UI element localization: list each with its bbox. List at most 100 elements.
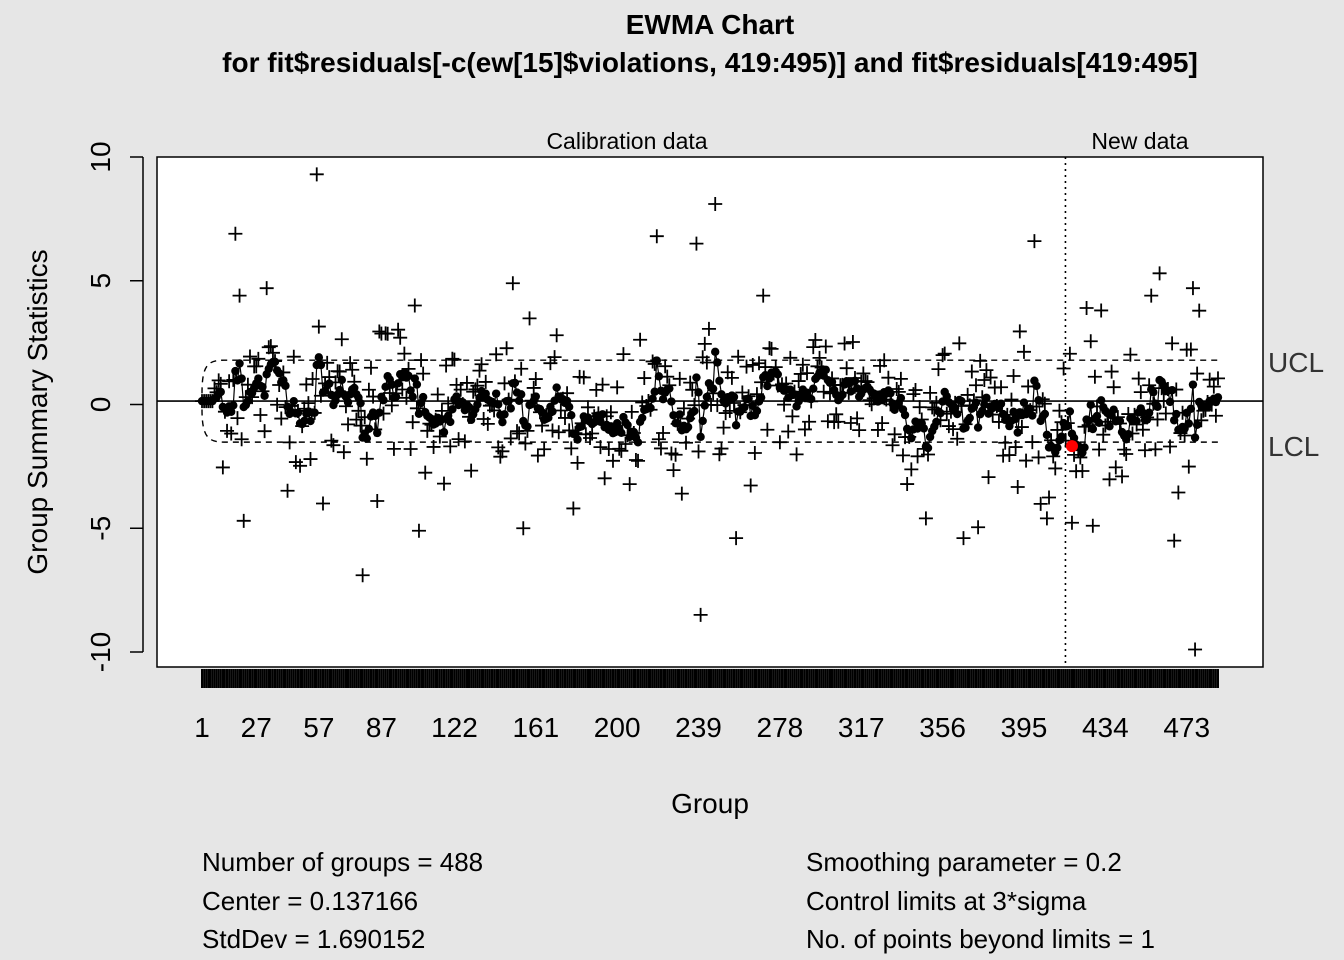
residual-point xyxy=(802,414,817,429)
residual-point xyxy=(852,423,867,438)
y-tick-label: 5 xyxy=(85,273,116,289)
ewma-point xyxy=(606,422,616,431)
residual-point xyxy=(735,385,750,400)
residual-point xyxy=(230,411,245,426)
ewma-point xyxy=(692,373,701,382)
residual-point xyxy=(818,339,833,354)
residual-point xyxy=(998,435,1013,450)
ewma-point xyxy=(516,390,526,399)
residual-point xyxy=(265,345,280,360)
residual-point xyxy=(441,396,456,411)
residual-point xyxy=(697,336,712,351)
residual-point xyxy=(745,357,760,372)
ewma-series xyxy=(197,347,1223,457)
ewma-point xyxy=(717,390,726,399)
residual-point xyxy=(516,521,531,536)
residual-point xyxy=(343,356,358,371)
residual-point xyxy=(215,460,230,475)
residual-point xyxy=(785,409,800,424)
ewma-point xyxy=(1186,404,1196,413)
ewma-point xyxy=(1053,443,1062,452)
x-axis-ticks xyxy=(201,669,1219,688)
ewma-point xyxy=(846,387,856,396)
residual-point xyxy=(712,447,727,462)
ewma-point xyxy=(577,422,586,431)
ewma-point xyxy=(665,384,674,393)
ewma-point xyxy=(623,420,632,430)
ewma-point xyxy=(1213,393,1223,402)
violation-point xyxy=(1065,440,1078,453)
x-tick-label: 239 xyxy=(675,712,722,743)
ewma-point xyxy=(1028,411,1037,420)
y-tick-label: 0 xyxy=(85,397,116,413)
residual-point xyxy=(397,346,412,361)
residual-point xyxy=(242,349,257,364)
residual-point xyxy=(708,197,723,212)
ewma-point xyxy=(646,403,655,413)
residual-point xyxy=(743,478,758,493)
residual-point xyxy=(359,451,374,466)
ewma-point xyxy=(877,395,887,405)
x-tick-labels: 1 27 57 87 122 161 200 239 278 317 356 395 434 473 xyxy=(194,712,1210,743)
residual-point xyxy=(666,463,681,478)
residual-point xyxy=(549,328,564,343)
residual-point xyxy=(952,336,967,351)
ewma-point xyxy=(669,411,678,420)
ewma-point xyxy=(510,378,520,388)
ewma-point xyxy=(698,416,707,426)
residual-point xyxy=(224,426,239,441)
residual-point xyxy=(1010,479,1025,494)
residual-point xyxy=(499,341,514,356)
ewma-point xyxy=(412,380,422,389)
ewma-point xyxy=(1011,414,1020,424)
residual-point xyxy=(457,434,472,449)
x-tick-label: 1 xyxy=(194,712,210,743)
residual-point xyxy=(631,453,646,468)
residual-point xyxy=(724,370,739,385)
residual-point xyxy=(403,441,418,456)
ewma-point xyxy=(1115,416,1125,426)
y-tick-label: 10 xyxy=(85,141,116,172)
residual-point xyxy=(1012,324,1027,339)
ewma-point xyxy=(1026,404,1035,414)
ewma-point xyxy=(708,384,718,393)
ewma-point xyxy=(316,360,326,370)
new-data-label: New data xyxy=(1091,128,1188,154)
x-tick-label: 27 xyxy=(241,712,272,743)
residual-point xyxy=(693,607,708,622)
residual-point xyxy=(904,462,919,477)
residual-point xyxy=(1075,463,1090,478)
residual-point xyxy=(249,359,264,374)
stat-stddev: StdDev = 1.690152 xyxy=(202,924,425,954)
residual-point xyxy=(341,417,356,432)
residual-point xyxy=(908,383,923,398)
residual-point xyxy=(1052,403,1067,418)
ewma-point xyxy=(216,387,225,397)
ewma-point xyxy=(362,434,372,443)
residual-point xyxy=(783,350,798,365)
ucl-label: UCL xyxy=(1268,347,1324,378)
residual-point xyxy=(950,431,965,446)
ewma-point xyxy=(953,409,962,419)
residual-point xyxy=(514,361,529,376)
residual-point xyxy=(566,501,581,516)
residual-point xyxy=(895,448,910,463)
ewma-point xyxy=(544,413,553,422)
x-tick-label: 317 xyxy=(838,712,885,743)
ewma-point xyxy=(667,397,676,406)
ewma-point xyxy=(731,421,741,430)
residual-point xyxy=(937,346,952,361)
residual-point xyxy=(480,416,495,431)
residual-point xyxy=(964,364,979,379)
residual-point xyxy=(971,520,986,535)
ewma-point xyxy=(237,374,246,383)
ewma-point xyxy=(1009,407,1018,417)
residual-point xyxy=(1158,406,1173,421)
ewma-point xyxy=(1172,409,1181,419)
residual-point xyxy=(1002,448,1017,463)
residual-point xyxy=(910,449,925,464)
ewma-point xyxy=(809,384,818,393)
residual-point xyxy=(812,350,827,365)
ewma-point xyxy=(387,380,397,389)
residual-point xyxy=(816,384,831,399)
